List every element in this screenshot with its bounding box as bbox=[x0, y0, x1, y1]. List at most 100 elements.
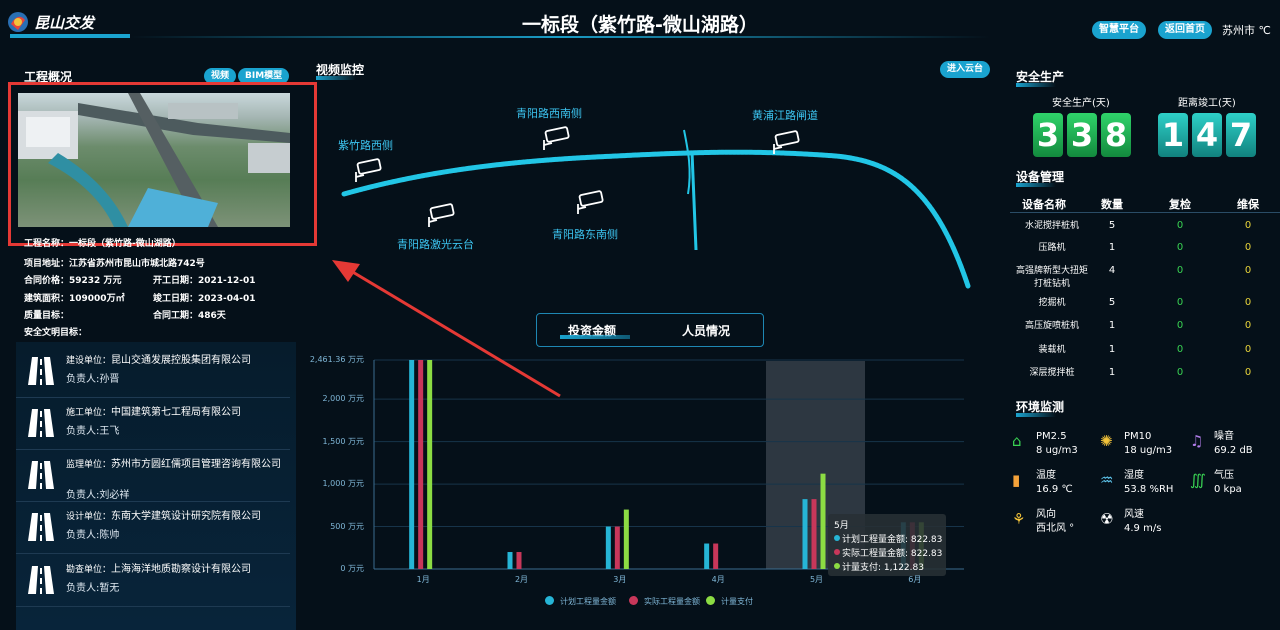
camera-label[interactable]: 青阳路西南侧 bbox=[516, 107, 582, 120]
bar-pay bbox=[623, 509, 629, 569]
remain-digit: 7 bbox=[1226, 113, 1256, 157]
bar-actual bbox=[811, 499, 817, 569]
camera-label[interactable]: 青阳路激光云台 bbox=[397, 238, 474, 251]
unit-person: 负责人:陈帅 bbox=[66, 530, 120, 541]
enter-ptz-button[interactable]: 进入云台 bbox=[940, 61, 991, 78]
unit-company: 中国建筑第七工程局有限公司 bbox=[111, 407, 242, 418]
devices-title-bar bbox=[1016, 183, 1056, 187]
device-qty: 5 bbox=[1108, 297, 1116, 308]
x-tick-label: 6月 bbox=[908, 575, 922, 584]
legend-label[interactable]: 计划工程量金额 bbox=[560, 597, 616, 606]
tooltip-line-actual: 实际工程量金额: 822.83 bbox=[842, 549, 943, 559]
env-value: 4.9 m/s bbox=[1124, 523, 1162, 534]
x-tick-label: 2月 bbox=[514, 575, 529, 584]
tooltip-dot-plan bbox=[834, 535, 840, 541]
camera-label[interactable]: 黄浦江路闸道 bbox=[752, 109, 818, 122]
devices-header-line bbox=[1010, 212, 1280, 213]
unit-person: 负责人:孙晋 bbox=[66, 374, 120, 385]
safety-digit: 3 bbox=[1033, 113, 1063, 157]
chart-tabs bbox=[536, 313, 764, 347]
pm10-icon: ✺ bbox=[1100, 432, 1113, 450]
camera-label[interactable]: 紫竹路西侧 bbox=[338, 139, 393, 152]
wind-speed-icon: ☢ bbox=[1100, 510, 1114, 528]
x-tick-label: 4月 bbox=[711, 575, 725, 584]
camera-icon[interactable] bbox=[352, 158, 384, 184]
device-qty: 4 bbox=[1108, 265, 1116, 276]
unit-role: 勘查单位： bbox=[66, 565, 112, 575]
device-name: 装载机 bbox=[1038, 345, 1066, 355]
video-title: 视频监控 bbox=[316, 63, 365, 77]
road-icon bbox=[26, 355, 56, 387]
col-qty: 数量 bbox=[1101, 198, 1123, 211]
env-label: PM2.5 bbox=[1036, 431, 1067, 442]
chart-tooltip: 5月 计划工程量金额: 822.83 实际工程量金额: 822.83 计量支付:… bbox=[828, 514, 946, 576]
device-name: 压路机 bbox=[1038, 243, 1066, 253]
device-recheck: 0 bbox=[1176, 344, 1184, 355]
x-tick-label: 1月 bbox=[416, 575, 430, 584]
y-tick-label: 1,000 万元 bbox=[322, 479, 364, 489]
device-maint: 0 bbox=[1244, 344, 1252, 355]
header-decor bbox=[10, 34, 130, 38]
safety-digit: 3 bbox=[1067, 113, 1097, 157]
device-name: 高压旋喷桩机 bbox=[1024, 321, 1079, 331]
unit-role: 设计单位： bbox=[66, 512, 112, 522]
tab-staff[interactable]: 人员情况 bbox=[682, 324, 731, 338]
start-date: 开工日期：2021-12-01 bbox=[153, 276, 256, 286]
camera-icon[interactable] bbox=[770, 130, 802, 156]
device-recheck: 0 bbox=[1176, 297, 1184, 308]
bar-plan bbox=[507, 552, 513, 569]
unit-card: 设计单位：东南大学建筑设计研究院有限公司 负责人:陈帅 bbox=[16, 502, 290, 554]
env-value: 0 kpa bbox=[1214, 484, 1242, 495]
device-qty: 1 bbox=[1108, 320, 1116, 331]
contract-period: 合同工期：486天 bbox=[153, 311, 226, 321]
humidity-icon: ♒ bbox=[1100, 471, 1114, 489]
overview-title: 工程概况 bbox=[24, 70, 73, 84]
device-qty: 1 bbox=[1108, 367, 1116, 378]
device-recheck: 0 bbox=[1176, 242, 1184, 253]
unit-card: 监理单位：苏州市方圆红儒项目管理咨询有限公司 负责人:刘必祥 bbox=[16, 450, 290, 502]
env-label: 温度 bbox=[1036, 470, 1056, 481]
unit-role: 施工单位： bbox=[66, 408, 112, 418]
home-button[interactable]: 返回首页 bbox=[1158, 21, 1212, 39]
bar-plan bbox=[802, 499, 808, 569]
legend-swatch[interactable] bbox=[706, 596, 715, 605]
col-device-name: 设备名称 bbox=[1022, 198, 1066, 211]
smart-platform-button[interactable]: 智慧平台 bbox=[1092, 21, 1146, 39]
y-tick-label: 0 万元 bbox=[340, 564, 364, 573]
camera-icon[interactable] bbox=[425, 203, 457, 229]
camera-icon[interactable] bbox=[574, 190, 606, 216]
bim-button[interactable]: BIM模型 bbox=[238, 68, 290, 84]
env-value: 53.8 %RH bbox=[1124, 484, 1174, 495]
env-title-bar bbox=[1016, 413, 1056, 417]
tooltip-line-plan: 计划工程量金额: 822.83 bbox=[842, 535, 943, 545]
legend-label[interactable]: 实际工程量金额 bbox=[644, 597, 700, 606]
x-tick-label: 5月 bbox=[809, 575, 824, 584]
env-label: 风速 bbox=[1124, 509, 1144, 520]
finish-date: 竣工日期：2023-04-01 bbox=[153, 294, 256, 304]
bar-plan bbox=[704, 543, 710, 569]
bar-pay bbox=[820, 473, 826, 569]
env-value: 西北风 ° bbox=[1036, 523, 1075, 534]
project-address: 项目地址：江苏省苏州市昆山市城北路742号 bbox=[24, 259, 205, 269]
bar-actual bbox=[713, 543, 719, 569]
tab-invest[interactable]: 投资金额 bbox=[568, 324, 617, 338]
legend-label[interactable]: 计量支付 bbox=[721, 597, 753, 606]
bar-plan bbox=[409, 360, 415, 569]
device-recheck: 0 bbox=[1176, 367, 1184, 378]
wind-direction-icon: ⚘ bbox=[1012, 510, 1026, 528]
legend-swatch[interactable] bbox=[629, 596, 638, 605]
unit-role: 监理单位： bbox=[66, 460, 112, 470]
camera-label[interactable]: 青阳路东南侧 bbox=[552, 228, 618, 241]
annotation-highlight-box bbox=[8, 82, 317, 246]
camera-icon[interactable] bbox=[540, 126, 572, 152]
page-title: 一标段（紫竹路-微山湖路） bbox=[522, 14, 758, 36]
unit-role: 建设单位： bbox=[66, 356, 112, 366]
annotation-arrow bbox=[332, 260, 561, 398]
video-button[interactable]: 视频 bbox=[204, 68, 237, 84]
unit-person: 负责人:王飞 bbox=[66, 426, 120, 437]
legend-swatch[interactable] bbox=[545, 596, 554, 605]
device-maint: 0 bbox=[1244, 320, 1252, 331]
device-maint: 0 bbox=[1244, 297, 1252, 308]
device-name: 水泥搅拌桩机 bbox=[1024, 221, 1079, 231]
env-value: 8 ug/m3 bbox=[1036, 445, 1078, 456]
